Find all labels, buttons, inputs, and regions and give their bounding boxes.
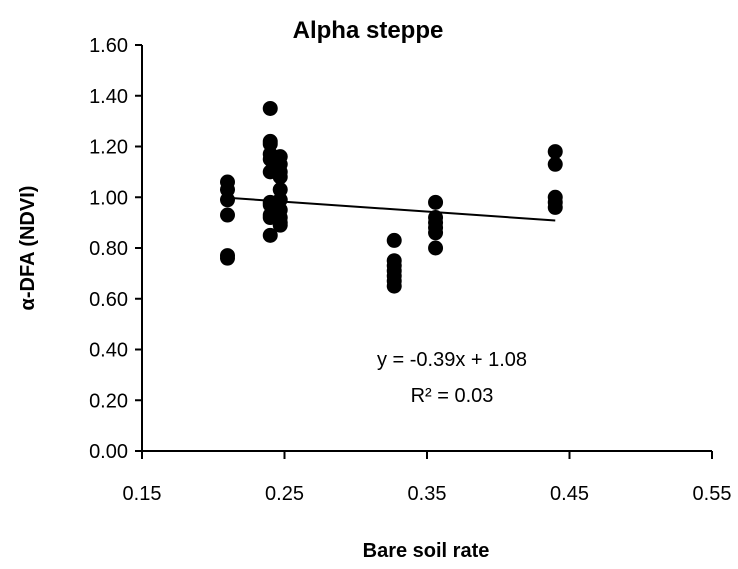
data-point bbox=[428, 225, 444, 241]
trendline-equation: y = -0.39x + 1.08 bbox=[377, 349, 527, 371]
x-tick-label: 0.55 bbox=[693, 483, 732, 505]
chart-title: Alpha steppe bbox=[293, 17, 444, 44]
y-tick-label: 0.20 bbox=[89, 390, 128, 412]
x-tick-label: 0.25 bbox=[265, 483, 304, 505]
r-squared-label: R² = 0.03 bbox=[411, 385, 494, 407]
y-tick-label: 1.60 bbox=[89, 35, 128, 57]
data-point bbox=[272, 169, 288, 185]
y-tick-label: 0.80 bbox=[89, 238, 128, 260]
y-tick-label: 0.60 bbox=[89, 289, 128, 311]
trendline bbox=[227, 196, 556, 222]
y-axis-label: α-DFA (NDVI) bbox=[17, 186, 39, 311]
data-point bbox=[547, 199, 563, 215]
data-point bbox=[272, 217, 288, 233]
x-tick-label: 0.35 bbox=[408, 483, 447, 505]
data-point bbox=[428, 240, 444, 256]
data-point bbox=[220, 207, 235, 223]
x-axis-label: Bare soil rate bbox=[363, 540, 490, 562]
y-tick-label: 1.40 bbox=[89, 86, 128, 108]
data-point bbox=[547, 144, 563, 160]
data-points bbox=[220, 100, 563, 294]
y-ticks: 0.00 0.20 0.40 0.60 0.80 1.00 1.20 1.40 1.60 bbox=[89, 35, 142, 463]
x-tick-label: 0.45 bbox=[550, 483, 589, 505]
data-point bbox=[428, 194, 444, 210]
data-point bbox=[220, 192, 235, 208]
data-point bbox=[386, 232, 402, 248]
data-point bbox=[262, 227, 278, 243]
x-tick-label: 0.15 bbox=[123, 483, 162, 505]
x-ticks: 0.15 0.25 0.35 0.45 0.55 bbox=[123, 451, 732, 505]
data-point bbox=[547, 156, 563, 172]
data-point bbox=[220, 250, 235, 266]
data-point bbox=[262, 100, 278, 116]
y-tick-label: 1.00 bbox=[89, 187, 128, 209]
y-tick-label: 0.40 bbox=[89, 340, 128, 362]
y-tick-label: 1.20 bbox=[89, 137, 128, 159]
y-tick-label: 0.00 bbox=[89, 441, 128, 463]
data-point bbox=[386, 278, 402, 294]
